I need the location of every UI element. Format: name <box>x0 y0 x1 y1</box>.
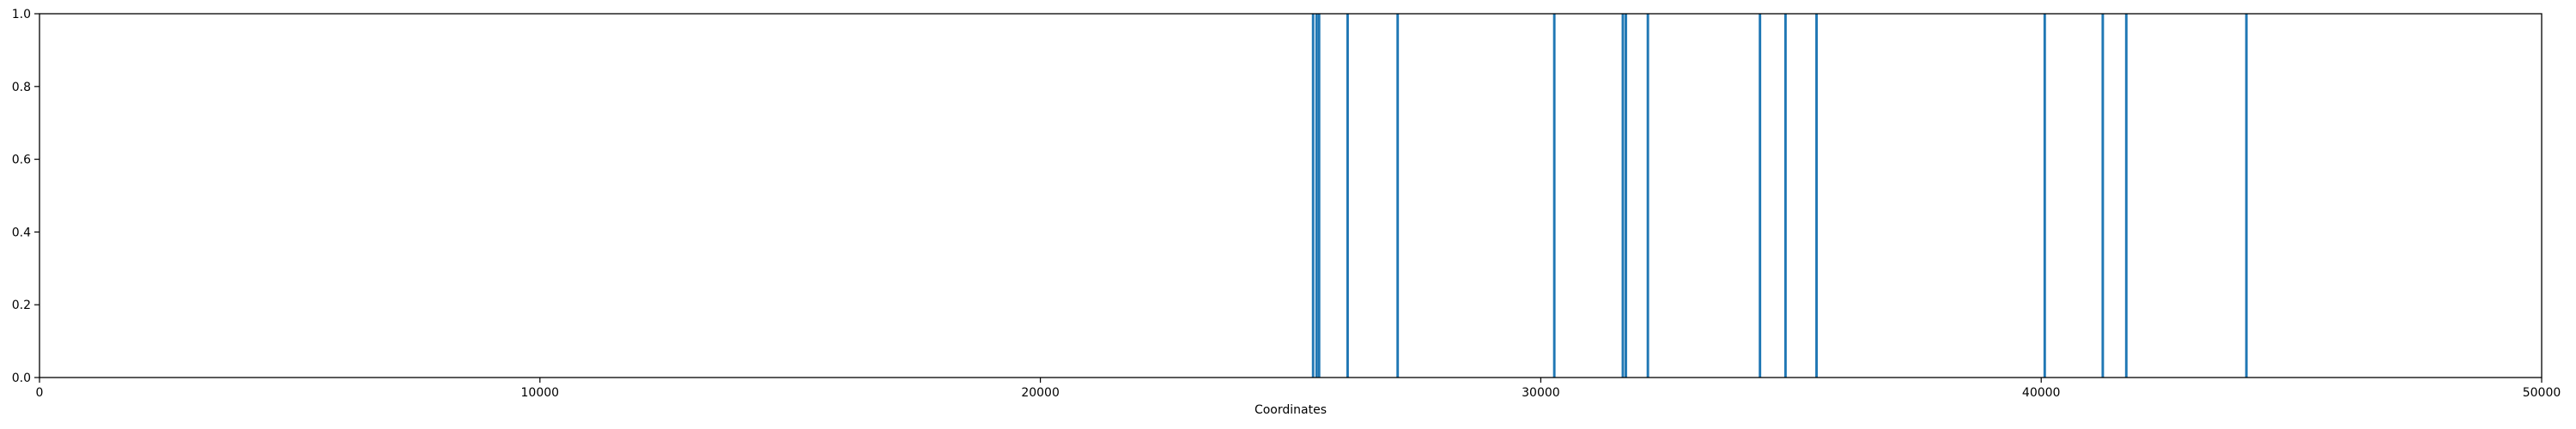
x-axis-label: Coordinates <box>1255 403 1327 417</box>
x-tick-label-0: 0 <box>36 386 44 400</box>
y-tick-label-0: 0.0 <box>12 372 31 385</box>
y-tick-label-2: 0.4 <box>12 226 31 239</box>
bar-8 <box>1646 14 1649 378</box>
bar-6 <box>1621 14 1625 378</box>
bar-4 <box>1396 14 1400 378</box>
y-tick-label-5: 1.0 <box>12 8 31 21</box>
bar-14 <box>2124 14 2128 378</box>
bar-1 <box>1315 14 1318 378</box>
plot-frame <box>39 13 2543 378</box>
x-tick-label-2: 20000 <box>1021 386 1060 400</box>
bar-9 <box>1759 14 1762 378</box>
x-tick-label-3: 30000 <box>1522 386 1560 400</box>
bar-3 <box>1346 14 1349 378</box>
bar-10 <box>1783 14 1787 378</box>
y-axis: 0.0 0.2 0.4 0.6 0.8 1.0 <box>12 8 39 385</box>
bar-7 <box>1625 14 1627 378</box>
x-tick-label-4: 40000 <box>2022 386 2061 400</box>
y-tick-label-3: 0.6 <box>12 154 31 167</box>
bar-2 <box>1317 14 1321 378</box>
x-tick-label-1: 10000 <box>521 386 560 400</box>
y-tick-label-1: 0.2 <box>12 299 31 312</box>
bar-12 <box>2043 14 2046 378</box>
bar-13 <box>2101 14 2105 378</box>
bar-0 <box>1311 14 1315 378</box>
bar-15 <box>2245 14 2248 378</box>
x-axis: 0 10000 20000 30000 40000 50000 <box>36 378 2561 400</box>
x-tick-label-5: 50000 <box>2523 386 2561 400</box>
bar-5 <box>1552 14 1556 378</box>
bars-layer <box>1311 14 2248 378</box>
bar-11 <box>1815 14 1818 378</box>
y-tick-label-4: 0.8 <box>12 81 31 94</box>
